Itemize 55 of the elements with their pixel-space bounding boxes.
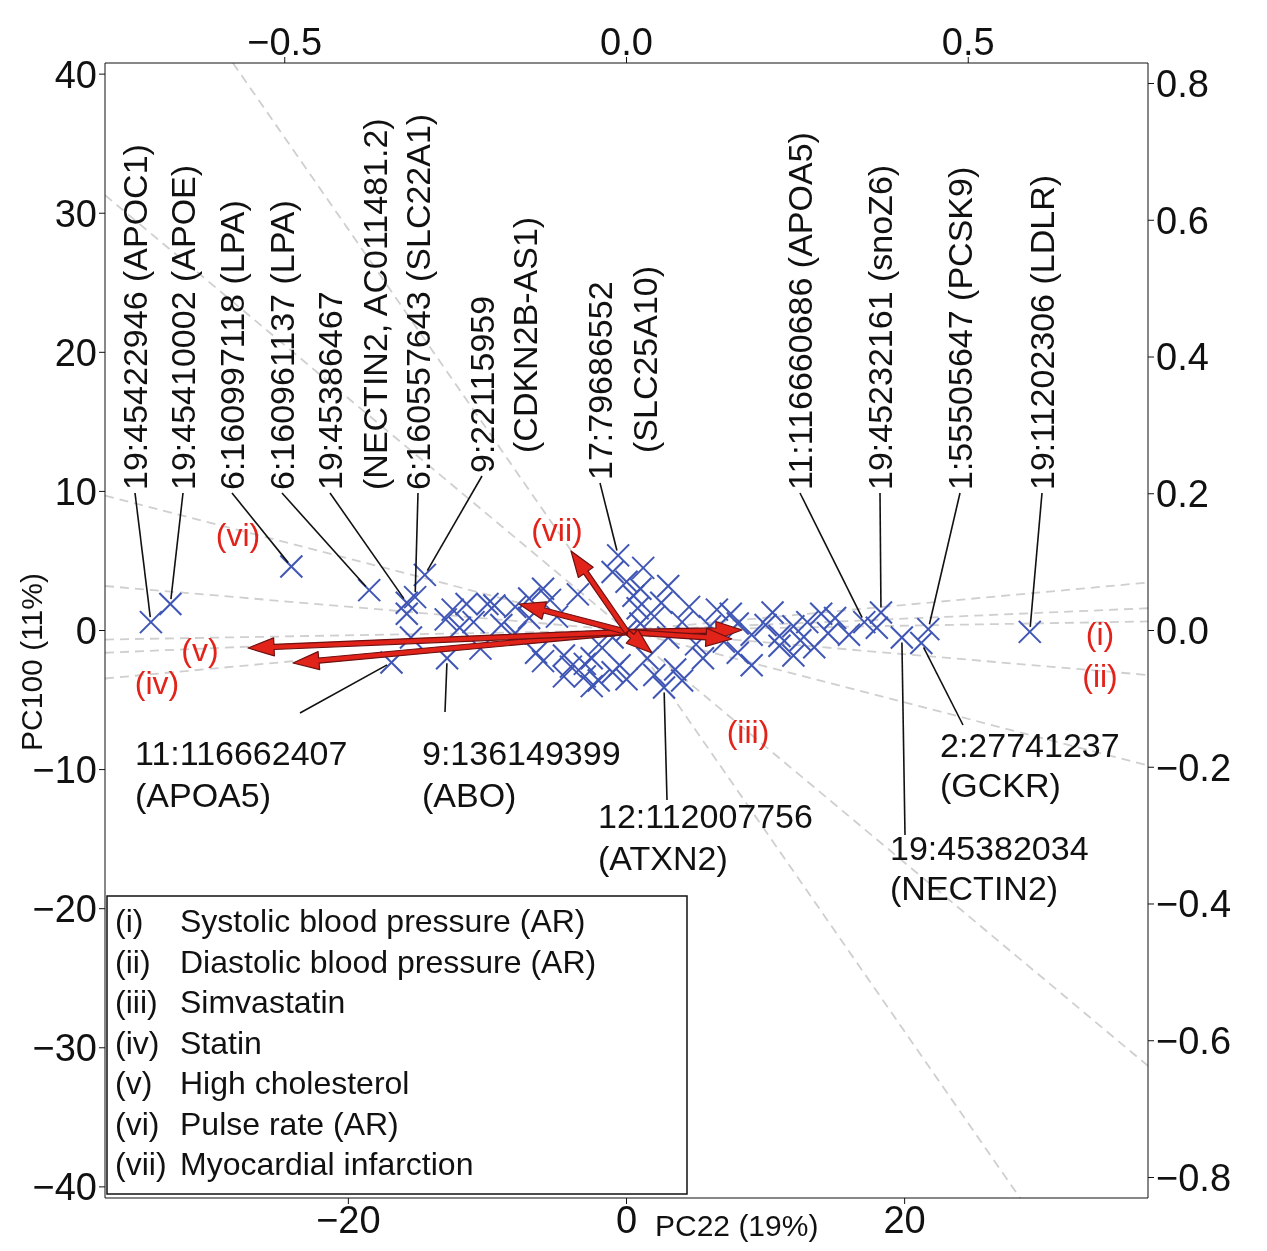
annotation: 19:45386467 (NECTIN2, AC011481.2) <box>311 118 394 490</box>
y-tick-label: 40 <box>54 53 97 96</box>
x2-tick-label: −0.5 <box>247 21 323 63</box>
annotation: (iii) <box>726 714 770 750</box>
x-tick-label: 0 <box>615 1198 638 1241</box>
y2-tick-label: −0.6 <box>1156 1020 1232 1063</box>
x2-tick-label: 0.0 <box>600 21 653 63</box>
y-tick-label: 30 <box>54 192 97 235</box>
annotation: 1:55505647 (PCSK9) <box>941 166 979 490</box>
annotation: 6:160997118 (LPA) <box>213 200 251 490</box>
annotation: (iv) <box>134 665 180 701</box>
y-tick-label: 0 <box>75 609 97 652</box>
annotation: 9:22115959 (CDKN2B-AS1) <box>463 216 544 473</box>
y2-tick-label: −0.8 <box>1156 1156 1232 1199</box>
y2-tick-label: 0.4 <box>1156 336 1209 379</box>
y2-tick-label: 0.6 <box>1156 199 1209 242</box>
y2-tick-label: 0.0 <box>1156 609 1209 652</box>
x-tick-label: 20 <box>883 1198 926 1241</box>
annotation: 19:11202306 (LDLR) <box>1023 174 1061 490</box>
annotation: (iv) Statin <box>115 1024 262 1061</box>
y-tick-label: −20 <box>32 888 97 931</box>
annotation: 19:45410002 (APOE) <box>164 164 202 490</box>
y-tick-label: −30 <box>32 1027 97 1070</box>
y-tick-label: −40 <box>32 1166 97 1209</box>
annotation: 17:79686552 (SLC25A10) <box>581 265 664 480</box>
x-axis-title: PC22 (19%) <box>655 1209 819 1242</box>
y-tick-label: −10 <box>32 749 97 792</box>
annotation: (ii) <box>1082 658 1118 694</box>
y2-tick-label: −0.4 <box>1156 883 1232 926</box>
annotation: 19:45382034 (NECTIN2) <box>890 829 1089 907</box>
annotation: (vi) <box>215 517 261 553</box>
annotation: 11:116662407 (APOA5) <box>135 734 348 814</box>
annotation: (v) <box>181 632 219 668</box>
annotation: (ii) Diastolic blood pressure (AR) <box>115 943 597 980</box>
annotation: (i) Systolic blood pressure (AR) <box>115 903 586 939</box>
x2-tick-label: 0.5 <box>941 21 995 63</box>
annotation: 6:160557643 (SLC22A1) <box>399 113 437 490</box>
y2-tick-label: 0.8 <box>1156 63 1209 105</box>
y2-tick-label: −0.2 <box>1156 746 1232 789</box>
y-tick-label: 20 <box>54 331 97 374</box>
annotation: (vi) Pulse rate (AR) <box>115 1105 399 1142</box>
y2-tick-label: 0.2 <box>1156 473 1209 516</box>
annotation: (iii) Simvastatin <box>115 984 346 1020</box>
annotation: (i) <box>1085 616 1115 652</box>
annotation: 2:27741237 (GCKR) <box>940 726 1120 804</box>
annotation: 19:45422946 (APOC1) <box>116 144 154 490</box>
annotation: (vii) Myocardial infarction <box>115 1146 474 1182</box>
x-tick-label: −20 <box>316 1198 381 1241</box>
annotation: 6:160961137 (LPA) <box>263 200 301 490</box>
annotation: (v) High cholesterol <box>115 1065 410 1101</box>
y-axis-title: PC100 (11%) <box>15 573 48 751</box>
annotation: (vii) <box>531 512 583 549</box>
annotation: 19:45232161 (snoZ6) <box>861 164 899 490</box>
annotation: 11:116660686 (APOA5) <box>781 132 819 490</box>
y-tick-label: 10 <box>54 470 97 513</box>
